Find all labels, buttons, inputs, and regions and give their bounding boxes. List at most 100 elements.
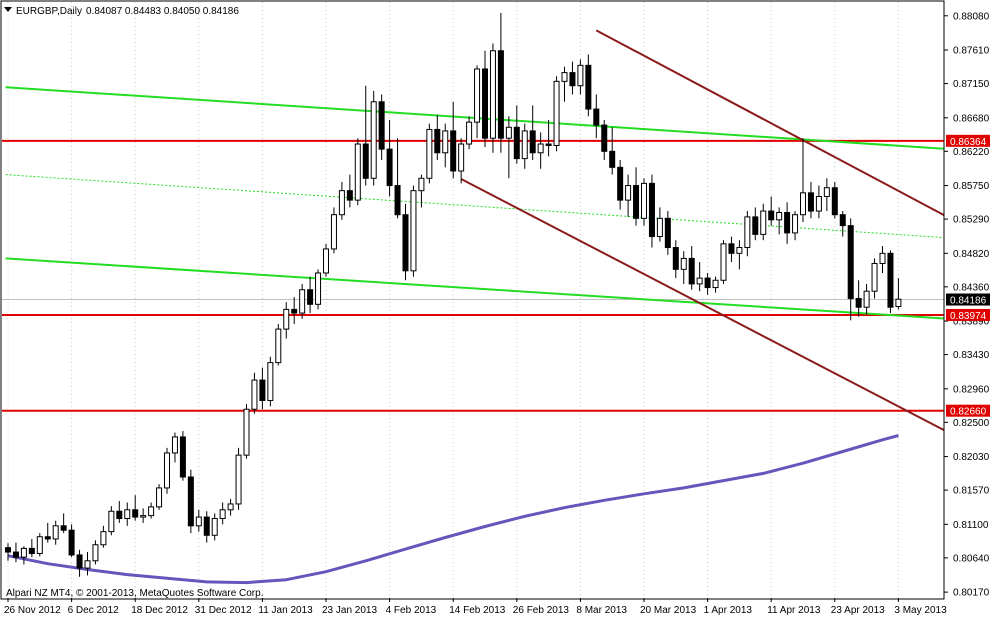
candle bbox=[52, 520, 59, 545]
candle bbox=[672, 240, 679, 279]
candle-body-bear bbox=[752, 216, 759, 235]
candle-body-bull bbox=[52, 525, 59, 540]
candle-body-bull bbox=[227, 503, 234, 511]
candle-body-bull bbox=[20, 547, 27, 558]
candle bbox=[442, 123, 449, 168]
candle bbox=[291, 297, 298, 324]
candle bbox=[895, 278, 902, 310]
candle-body-bull bbox=[124, 509, 131, 520]
x-tick-label: 14 Feb 2013 bbox=[449, 605, 506, 616]
candle-body-bull bbox=[871, 263, 878, 292]
candle-body-bear bbox=[259, 379, 266, 401]
candle bbox=[275, 323, 282, 366]
trendline-brown-lower bbox=[460, 178, 944, 432]
chart-header-triangle-icon bbox=[4, 7, 12, 12]
candle-body-bull bbox=[164, 452, 170, 489]
candle bbox=[553, 76, 560, 152]
candle-body-bear bbox=[513, 126, 520, 160]
candle-body-bull bbox=[108, 510, 115, 533]
candle-body-bull bbox=[505, 126, 512, 139]
candle-body-bull bbox=[323, 248, 329, 274]
candle bbox=[402, 203, 409, 281]
candle bbox=[521, 123, 528, 169]
y-tick-label: 0.84820 bbox=[953, 249, 990, 260]
x-tick-label: 26 Feb 2013 bbox=[513, 605, 570, 616]
candle-body-bear bbox=[593, 108, 600, 126]
trendlines bbox=[5, 29, 944, 432]
x-tick-label: 11 Jan 2013 bbox=[258, 605, 313, 616]
x-tick-label: 11 Apr 2013 bbox=[767, 605, 821, 616]
level-price-tag-bg bbox=[946, 404, 990, 417]
candle bbox=[426, 123, 433, 184]
candle-body-bull bbox=[656, 217, 663, 238]
level-price-tag: 0.86364 bbox=[950, 137, 987, 148]
candle bbox=[124, 502, 131, 526]
candle-body-bear bbox=[378, 101, 385, 150]
candle-body-bull bbox=[100, 531, 107, 546]
candle bbox=[466, 116, 473, 150]
candle bbox=[203, 511, 210, 543]
candle bbox=[5, 543, 11, 561]
candle bbox=[839, 211, 846, 237]
candle bbox=[148, 502, 155, 519]
candle bbox=[354, 138, 361, 206]
candle bbox=[36, 533, 43, 557]
moving-average-line bbox=[7, 434, 899, 585]
candle bbox=[315, 269, 322, 310]
candle bbox=[140, 508, 147, 523]
candle bbox=[656, 207, 663, 242]
candle-body-bull bbox=[553, 80, 560, 146]
candle bbox=[187, 469, 194, 534]
candle bbox=[847, 218, 854, 321]
candle-body-bear bbox=[807, 192, 814, 212]
candle bbox=[792, 211, 799, 241]
candle bbox=[450, 101, 457, 179]
candle-body-bull bbox=[354, 143, 361, 201]
candle-body-bear bbox=[346, 190, 353, 201]
x-tick-label: 18 Dec 2012 bbox=[131, 605, 188, 616]
candle-body-bear bbox=[12, 551, 19, 558]
candle-body-bull bbox=[521, 130, 528, 160]
candle bbox=[179, 431, 186, 481]
candle bbox=[736, 240, 743, 270]
candle-body-bear bbox=[362, 143, 369, 179]
candle-body-bear bbox=[585, 64, 592, 110]
candle-body-bull bbox=[235, 454, 242, 505]
candle-body-bear bbox=[434, 128, 441, 154]
candle-body-bear bbox=[529, 130, 536, 154]
candle-body-bear bbox=[609, 150, 616, 168]
candle bbox=[418, 174, 425, 208]
y-tick-label: 0.88080 bbox=[953, 11, 990, 22]
candle-body-bull bbox=[537, 143, 544, 154]
candle-body-bull bbox=[641, 182, 647, 219]
trendline-brown-upper bbox=[595, 29, 944, 217]
x-tick-label: 1 Apr 2013 bbox=[704, 605, 753, 616]
candle-body-bull bbox=[466, 121, 473, 145]
candle-body-bull bbox=[442, 130, 449, 154]
candle bbox=[609, 127, 616, 175]
candle bbox=[704, 272, 711, 295]
candle bbox=[800, 138, 806, 222]
candle-body-bull bbox=[410, 190, 417, 272]
candle bbox=[251, 372, 258, 414]
level-price-tag-bg bbox=[946, 134, 990, 147]
x-tick-label: 20 Mar 2013 bbox=[640, 605, 697, 616]
candle bbox=[712, 276, 719, 293]
candle-body-bear bbox=[307, 289, 314, 305]
candle bbox=[648, 174, 655, 248]
candle bbox=[283, 302, 290, 339]
y-tick-label: 0.84360 bbox=[953, 282, 990, 293]
x-tick-label: 4 Feb 2013 bbox=[386, 605, 437, 616]
ohlc-values: 0.84087 0.84483 0.84050 0.84186 bbox=[86, 6, 239, 17]
candle bbox=[195, 509, 202, 532]
candle-body-bear bbox=[402, 214, 409, 272]
price-levels bbox=[2, 139, 944, 412]
candle bbox=[680, 251, 687, 284]
candle bbox=[44, 522, 51, 543]
candle bbox=[386, 119, 393, 197]
candle-body-bull bbox=[243, 408, 250, 456]
candle bbox=[219, 502, 226, 525]
y-tick-label: 0.86680 bbox=[953, 113, 990, 124]
